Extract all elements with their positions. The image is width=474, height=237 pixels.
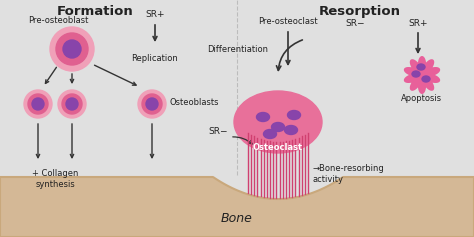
Circle shape [146, 98, 158, 110]
Ellipse shape [412, 71, 420, 77]
Circle shape [58, 90, 86, 118]
Polygon shape [0, 177, 474, 237]
Circle shape [32, 98, 44, 110]
Circle shape [142, 94, 162, 114]
Ellipse shape [417, 64, 425, 70]
Text: SR−: SR− [345, 19, 365, 28]
Text: Replication: Replication [132, 54, 178, 63]
Ellipse shape [284, 126, 298, 135]
Circle shape [66, 98, 78, 110]
Text: →Bone-resorbing
activity: →Bone-resorbing activity [313, 164, 385, 184]
Ellipse shape [264, 129, 276, 138]
Ellipse shape [234, 91, 322, 153]
Circle shape [62, 94, 82, 114]
Ellipse shape [272, 123, 284, 132]
Text: Pre-osteoblast: Pre-osteoblast [28, 16, 88, 25]
Text: Osteoclast: Osteoclast [253, 142, 303, 151]
Circle shape [63, 40, 81, 58]
Text: + Collagen
synthesis: + Collagen synthesis [32, 169, 78, 189]
Circle shape [28, 94, 48, 114]
Ellipse shape [288, 110, 301, 119]
Text: SR+: SR+ [408, 19, 428, 28]
Text: Pre-osteoclast: Pre-osteoclast [258, 17, 318, 26]
Circle shape [138, 90, 166, 118]
Polygon shape [404, 56, 440, 94]
Text: Differentiation: Differentiation [208, 45, 268, 54]
Ellipse shape [256, 113, 270, 122]
Text: SR+: SR+ [145, 10, 165, 19]
Circle shape [24, 90, 52, 118]
Text: Apoptosis: Apoptosis [401, 94, 443, 103]
Text: Formation: Formation [56, 5, 133, 18]
Text: Resorption: Resorption [319, 5, 401, 18]
Text: Bone: Bone [221, 213, 253, 225]
Ellipse shape [422, 76, 430, 82]
Circle shape [50, 27, 94, 71]
Circle shape [56, 33, 88, 65]
Text: SR−: SR− [209, 128, 228, 137]
Text: Osteoblasts: Osteoblasts [170, 97, 219, 106]
